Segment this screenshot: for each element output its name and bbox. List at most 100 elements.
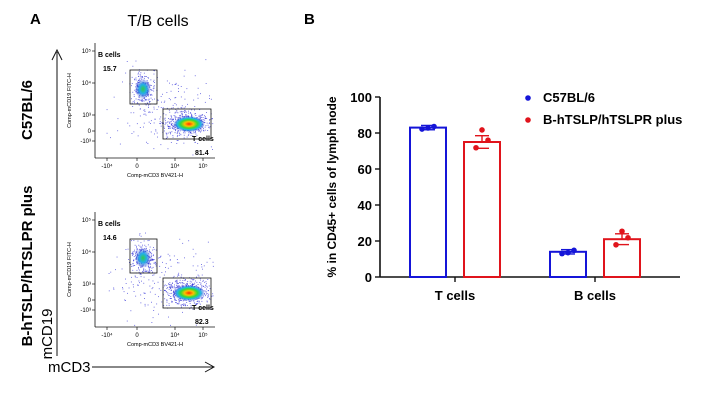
- flow-event: [166, 134, 168, 136]
- flow-event: [166, 107, 168, 109]
- flow-event: [131, 240, 132, 242]
- flow-event: [122, 81, 123, 83]
- flow-event: [200, 115, 202, 117]
- flow-event: [139, 73, 141, 75]
- flow-event: [140, 77, 142, 79]
- flow-event: [113, 288, 115, 290]
- data-point: [613, 241, 619, 248]
- flow-event: [170, 324, 171, 326]
- flow-event: [180, 134, 182, 136]
- flow-event: [167, 124, 169, 126]
- flow-event: [148, 77, 149, 79]
- flow-event: [192, 279, 194, 280]
- flow-event: [153, 262, 155, 264]
- flow-event: [176, 286, 178, 288]
- flow-event: [152, 255, 154, 257]
- flow-event: [170, 289, 172, 291]
- flow-event: [134, 275, 136, 277]
- flow-event: [151, 253, 153, 255]
- flow-event: [143, 282, 145, 284]
- flow-event: [165, 267, 166, 268]
- flow-event: [171, 292, 173, 294]
- flow-event: [139, 233, 141, 235]
- flow-event: [122, 288, 124, 290]
- flow-event: [175, 97, 177, 98]
- flow-event: [179, 285, 181, 287]
- flow-event: [189, 132, 191, 134]
- flow-event: [181, 114, 183, 116]
- flow-event: [185, 114, 187, 115]
- flow-event: [188, 132, 190, 134]
- flow-event: [203, 286, 205, 287]
- flow-event: [153, 79, 155, 81]
- flow-event: [173, 128, 175, 130]
- flow-event: [169, 82, 170, 84]
- flow-event: [138, 268, 139, 270]
- flow-event: [207, 130, 209, 131]
- flow-event: [171, 84, 173, 86]
- data-point: [571, 247, 577, 254]
- flow-event: [150, 123, 151, 124]
- flow-event: [197, 94, 199, 96]
- flow-event: [164, 124, 166, 126]
- flow-event: [143, 100, 145, 102]
- flow-event: [171, 301, 173, 303]
- flow-event: [176, 281, 178, 282]
- flow-event: [186, 282, 188, 284]
- flow-event: [150, 97, 152, 99]
- flow-event: [176, 110, 178, 112]
- flow-event: [140, 276, 142, 278]
- flow-event: [162, 261, 163, 263]
- bar-y-tick-label: 100: [350, 90, 372, 105]
- flow-event: [151, 111, 153, 113]
- flow-event: [182, 304, 184, 305]
- flow-event: [200, 279, 201, 281]
- flow-event: [139, 273, 141, 275]
- bar-y-tick-label: 80: [358, 126, 372, 141]
- flow-event: [186, 283, 188, 285]
- flow-event: [165, 132, 167, 134]
- flow-event: [168, 127, 170, 129]
- flow-event: [179, 299, 181, 301]
- flow-event: [208, 293, 210, 295]
- flow-event: [142, 100, 143, 102]
- data-point: [419, 126, 425, 132]
- flow-event: [190, 112, 191, 114]
- flow-event: [180, 276, 182, 278]
- flow-event: [136, 245, 137, 247]
- flow-event: [125, 283, 127, 284]
- flow-event: [197, 97, 199, 99]
- flow-event: [189, 282, 191, 284]
- flow-event: [161, 272, 163, 273]
- flow-event: [145, 232, 146, 234]
- flow-event: [133, 131, 135, 133]
- flow-event: [175, 302, 177, 303]
- flow-event: [153, 73, 155, 75]
- flow-event: [142, 77, 144, 79]
- flow-event: [140, 302, 142, 304]
- flow-event: [151, 99, 153, 101]
- flow-event: [187, 135, 189, 136]
- panel-b-label: B: [304, 11, 315, 28]
- flow-event: [122, 287, 123, 288]
- flow-event: [149, 101, 150, 102]
- flow-event: [186, 302, 188, 303]
- data-point: [625, 234, 631, 241]
- mcd19-axis-arrow: [51, 48, 63, 356]
- flow-event: [176, 136, 178, 138]
- flow-event: [149, 265, 151, 267]
- flow-event: [177, 282, 179, 284]
- flow-event: [175, 130, 176, 132]
- flow-event: [144, 75, 146, 77]
- flow-event: [153, 247, 154, 248]
- flow-event: [199, 300, 200, 302]
- flow-x-tick-label: 10⁴: [170, 163, 180, 170]
- bar-category-label: T cells: [435, 288, 475, 303]
- flow-event: [134, 102, 135, 104]
- flow-event: [174, 284, 175, 286]
- flow-event: [191, 284, 193, 286]
- flow-y-tick-label: -10³: [80, 139, 91, 145]
- flow-event: [204, 117, 206, 119]
- flow-event: [206, 301, 208, 303]
- flow-event: [201, 285, 203, 287]
